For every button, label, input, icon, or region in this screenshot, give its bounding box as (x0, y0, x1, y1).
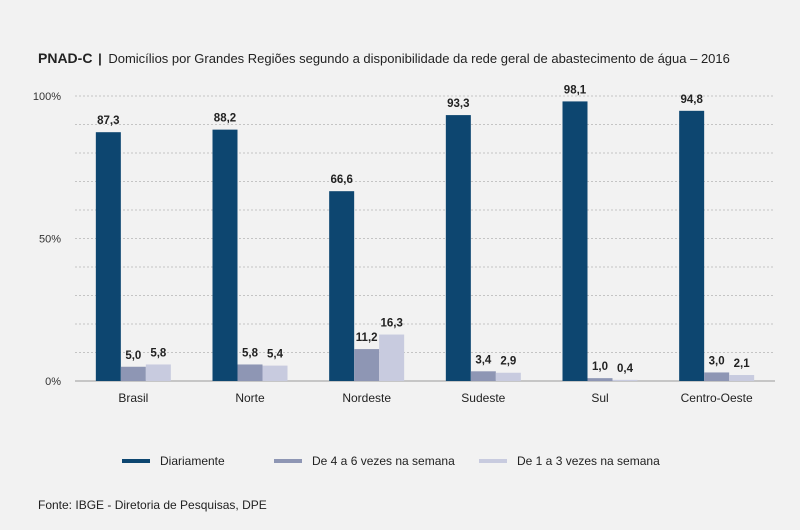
data-label: 5,8 (242, 347, 259, 359)
data-label: 98,1 (564, 84, 587, 96)
data-label: 2,1 (734, 358, 751, 370)
bar (729, 375, 755, 381)
bar (354, 349, 380, 381)
legend-item-diariamente: Diariamente (122, 454, 225, 468)
data-label: 16,3 (380, 318, 402, 330)
data-label: 11,2 (356, 332, 378, 344)
legend-label-1-a-3: De 1 a 3 vezes na semana (517, 454, 660, 468)
legend-label-4-a-6: De 4 a 6 vezes na semana (312, 454, 455, 468)
data-label: 0,4 (617, 363, 634, 375)
bar-chart: 0% 50% 100% 87,3 5,0 5,8 Brasil 88,2 5,8 5,4 Norte… (33, 84, 775, 405)
data-label: 3,0 (709, 355, 725, 367)
title-separator: | (98, 51, 102, 66)
legend-swatch-1-a-3 (479, 459, 507, 463)
data-label: 87,3 (97, 115, 119, 127)
data-label: 2,9 (500, 356, 516, 368)
bar (704, 372, 730, 381)
bar (612, 379, 638, 381)
data-label: 66,6 (330, 174, 352, 186)
bar (379, 334, 405, 381)
data-label: 5,0 (125, 350, 141, 362)
x-tick-label: Sul (591, 391, 608, 405)
data-label: 3,4 (475, 354, 492, 366)
data-label: 5,8 (150, 347, 167, 359)
data-label: 93,3 (447, 98, 469, 110)
data-label: 94,8 (680, 94, 703, 106)
bar (237, 364, 263, 381)
data-label: 88,2 (214, 113, 236, 125)
y-tick-label: 50% (39, 234, 61, 246)
bar (329, 191, 355, 381)
data-label: 5,4 (267, 349, 284, 361)
title-text: Domicílios por Grandes Regiões segundo a… (108, 51, 730, 66)
chart-title: PNAD-C | Domicílios por Grandes Regiões … (38, 50, 730, 66)
legend-item-1-a-3: De 1 a 3 vezes na semana (479, 454, 660, 468)
legend-item-4-a-6: De 4 a 6 vezes na semana (274, 454, 455, 468)
y-tick-label: 0% (45, 376, 61, 388)
bar (212, 129, 238, 381)
x-tick-label: Norte (235, 391, 265, 405)
source-note: Fonte: IBGE - Diretoria de Pesquisas, DP… (38, 498, 267, 512)
x-tick-label: Brasil (118, 391, 148, 405)
bar (262, 365, 288, 381)
legend-swatch-4-a-6 (274, 459, 302, 463)
title-brand: PNAD-C (38, 50, 93, 66)
y-tick-label: 100% (33, 91, 61, 103)
bar (495, 372, 521, 381)
x-tick-label: Centro-Oeste (681, 391, 753, 405)
x-tick-label: Sudeste (461, 391, 505, 405)
data-label: 1,0 (592, 361, 608, 373)
bar (95, 132, 121, 381)
bar (470, 371, 496, 381)
x-tick-label: Nordeste (342, 391, 391, 405)
bar (445, 115, 471, 381)
legend-swatch-diariamente (122, 459, 150, 463)
bar (679, 110, 705, 381)
legend-label-diariamente: Diariamente (160, 454, 225, 468)
legend: Diariamente De 4 a 6 vezes na semana De … (0, 454, 800, 470)
bar (145, 364, 171, 381)
bar (587, 378, 613, 381)
bar (120, 366, 146, 381)
bar (562, 101, 588, 381)
